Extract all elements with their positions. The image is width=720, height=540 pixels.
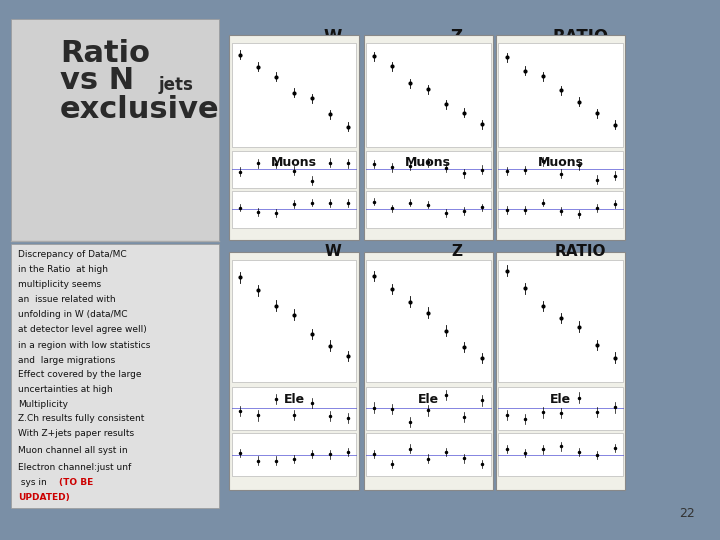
Bar — [366, 260, 490, 382]
Text: Multiplicity: Multiplicity — [18, 400, 68, 409]
Text: Muon channel all syst in: Muon channel all syst in — [18, 446, 127, 455]
Text: Z: Z — [451, 244, 462, 259]
Text: (TO BE: (TO BE — [59, 478, 93, 487]
Text: in the Ratio  at high: in the Ratio at high — [18, 265, 108, 274]
Text: Muons: Muons — [271, 156, 317, 168]
Bar — [366, 43, 490, 147]
Bar — [366, 433, 490, 476]
Text: RATIO: RATIO — [554, 244, 606, 259]
Bar — [498, 191, 624, 228]
Text: Muons: Muons — [538, 156, 584, 168]
Text: at detector level agree well): at detector level agree well) — [18, 326, 147, 334]
Bar — [230, 35, 359, 240]
Bar — [366, 191, 490, 228]
Text: sys in: sys in — [18, 478, 50, 487]
Text: Ratio: Ratio — [60, 39, 150, 69]
Text: Ele: Ele — [284, 393, 305, 406]
Bar — [232, 43, 356, 147]
Bar — [230, 252, 359, 490]
Bar — [496, 252, 625, 490]
Text: 22: 22 — [680, 507, 696, 520]
Bar — [232, 191, 356, 228]
Bar — [11, 244, 219, 509]
Bar — [232, 151, 356, 188]
Text: Z.Ch results fully consistent: Z.Ch results fully consistent — [18, 414, 144, 423]
Bar — [498, 387, 624, 429]
Text: vs N: vs N — [60, 66, 134, 95]
Bar — [366, 387, 490, 429]
Text: uncertainties at high: uncertainties at high — [18, 384, 112, 394]
Bar — [364, 252, 492, 490]
Bar — [366, 151, 490, 188]
Bar — [232, 433, 356, 476]
Bar — [232, 260, 356, 382]
Text: exclusive: exclusive — [60, 95, 220, 124]
Bar — [496, 35, 625, 240]
Text: Ele: Ele — [418, 393, 438, 406]
Text: W: W — [324, 29, 343, 46]
Text: an  issue related with: an issue related with — [18, 295, 115, 305]
Text: W: W — [325, 244, 341, 259]
Text: Discrepancy of Data/MC: Discrepancy of Data/MC — [18, 251, 127, 259]
Bar — [232, 387, 356, 429]
Text: Z: Z — [451, 29, 463, 46]
Text: unfolding in W (data/MC: unfolding in W (data/MC — [18, 310, 127, 320]
Text: RATIO: RATIO — [552, 29, 608, 46]
Text: Electron channel:just unf: Electron channel:just unf — [18, 463, 131, 472]
Text: jets: jets — [159, 76, 194, 93]
Bar — [364, 35, 492, 240]
Text: UPDATED): UPDATED) — [18, 493, 70, 502]
Bar — [498, 433, 624, 476]
Text: and  large migrations: and large migrations — [18, 355, 115, 364]
Bar — [498, 43, 624, 147]
Text: in a region with low statistics: in a region with low statistics — [18, 341, 150, 349]
Text: Ele: Ele — [550, 393, 571, 406]
Text: With Z+jets paper results: With Z+jets paper results — [18, 429, 134, 438]
Text: Effect covered by the large: Effect covered by the large — [18, 369, 141, 379]
Bar — [11, 18, 219, 241]
Bar — [498, 260, 624, 382]
Text: multiplicity seems: multiplicity seems — [18, 280, 101, 289]
Bar — [498, 151, 624, 188]
Text: Muons: Muons — [405, 156, 451, 168]
